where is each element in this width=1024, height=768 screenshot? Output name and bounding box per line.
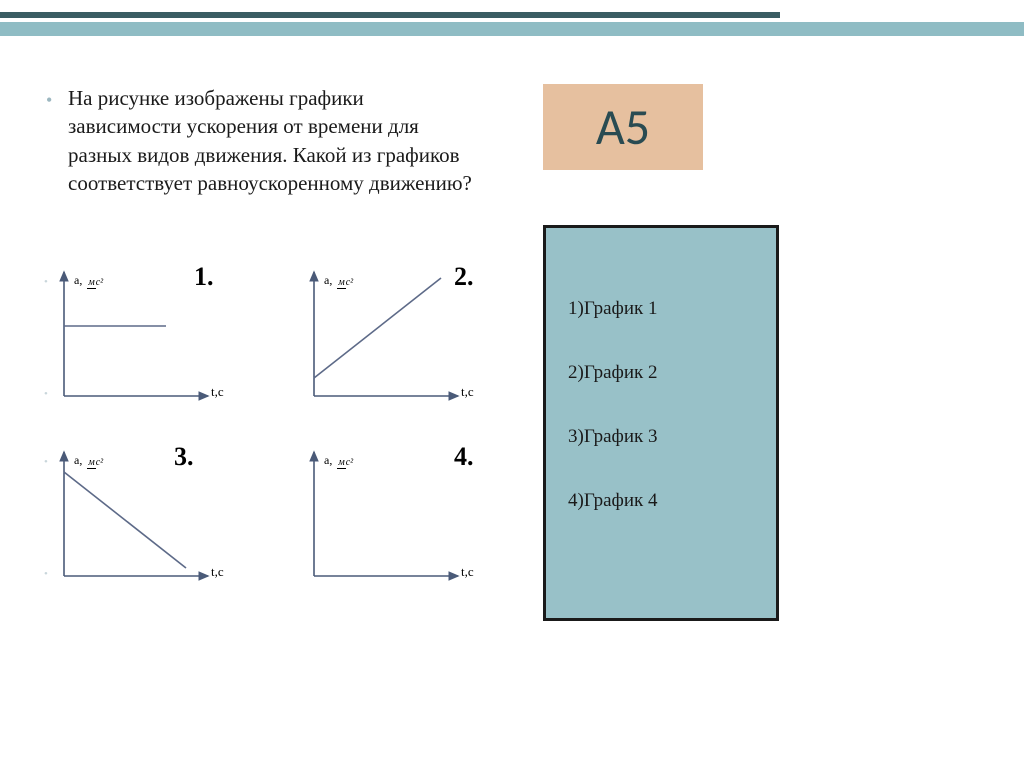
answer-option-2[interactable]: 2)График 2 [568,362,754,384]
bullet-icon: • [44,388,48,400]
chart-1: • • a, мс² 1. t,с [46,268,276,408]
y-axis-symbol: a, [324,453,332,467]
y-axis-label: a, мс² [74,273,103,288]
y-axis-label: a, мс² [74,453,103,468]
slide: • На рисунке изображены графики зависимо… [0,0,1024,768]
x-axis-label: t,с [461,384,474,400]
charts-row-1: • • a, мс² 1. t,с a, мс² 2. t,с [46,268,531,408]
chart-svg [46,268,216,408]
y-axis-unit: мс² [87,275,103,288]
y-axis-unit: мс² [337,275,353,288]
answer-option-1[interactable]: 1)График 1 [568,298,754,320]
chart-2: a, мс² 2. t,с [296,268,526,408]
y-axis-symbol: a, [324,273,332,287]
bullet-icon: • [44,276,48,288]
answers-list: 1)График 1 2)График 2 3)График 3 4)Графи… [568,298,754,512]
y-axis-unit: мс² [337,455,353,468]
x-axis-label: t,с [211,384,224,400]
chart-svg [296,268,466,408]
x-axis-label: t,с [461,564,474,580]
y-axis-symbol: a, [74,453,82,467]
x-axis-label: t,с [211,564,224,580]
question-text: На рисунке изображены графики зависимост… [68,84,480,197]
bullet-icon: • [44,456,48,468]
y-axis-label: a, мс² [324,273,353,288]
answer-option-4[interactable]: 4)График 4 [568,490,754,512]
answers-panel: 1)График 1 2)График 2 3)График 3 4)Графи… [543,225,779,621]
question-block: • На рисунке изображены графики зависимо… [68,84,480,197]
y-axis-unit: мс² [87,455,103,468]
charts-row-2: • • a, мс² 3. t,с a, мс² 4. t,с [46,448,531,588]
decor-bar-teal [0,22,1024,36]
chart-svg [296,448,466,588]
chart-3: • • a, мс² 3. t,с [46,448,276,588]
bullet-icon: • [46,90,52,111]
chart-number: 3. [174,442,194,472]
chart-number: 1. [194,262,214,292]
charts-grid: • • a, мс² 1. t,с a, мс² 2. t,с [46,268,531,628]
chart-number: 4. [454,442,474,472]
y-axis-label: a, мс² [324,453,353,468]
chart-number: 2. [454,262,474,292]
bullet-icon: • [44,568,48,580]
answer-option-3[interactable]: 3)График 3 [568,426,754,448]
question-badge: А5 [543,84,703,170]
decor-bar-dark [0,12,780,18]
chart-4: a, мс² 4. t,с [296,448,526,588]
y-axis-symbol: a, [74,273,82,287]
badge-label: А5 [596,97,650,158]
